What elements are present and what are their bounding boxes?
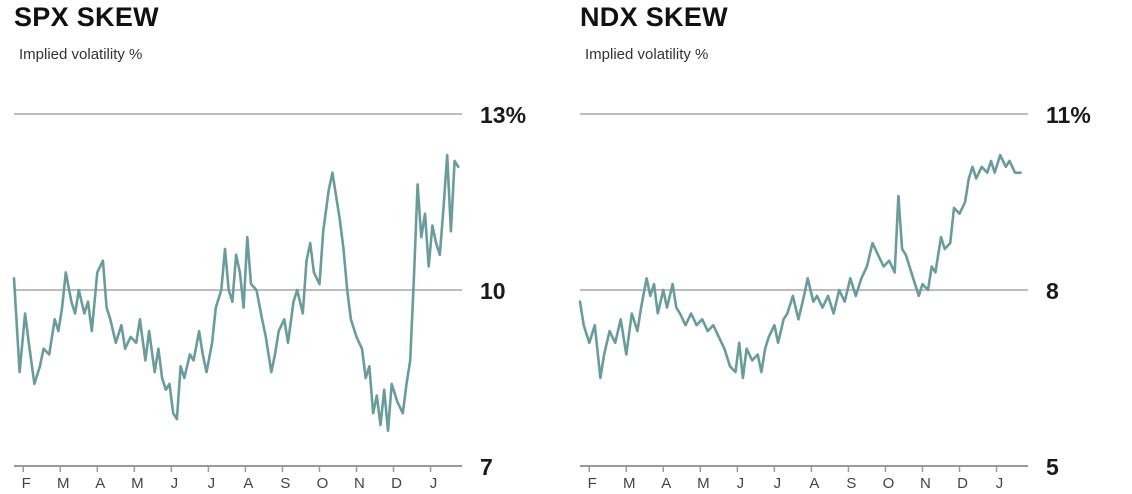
x-tick-label: A [243,475,253,492]
x-tick-label: N [354,475,365,492]
x-tick-label: D [957,475,968,492]
x-tick-label: A [809,475,819,492]
x-tick-label: M [623,475,636,492]
series-line [12,153,460,433]
y-tick-label: 8 [1046,278,1059,304]
x-tick-label: J [171,475,179,492]
chart-title: SPX SKEW [14,2,159,32]
x-tick-label: O [883,475,895,492]
spx-skew-plot: 13% 10 7 F M A M J J A S O N D J [12,102,526,492]
x-tick-label: J [430,475,438,492]
x-tick-label: M [57,475,70,492]
x-tick-label: A [661,475,671,492]
y-tick-label: 11% [1046,102,1091,128]
x-tick-label: D [391,475,402,492]
x-tick-label: M [697,475,710,492]
chart-title: NDX SKEW [580,2,728,32]
x-tick-label: A [95,475,105,492]
ndx-skew-chart-panel: NDX SKEW Implied volatility % 11% 8 5 F M A M J… [566,0,1126,494]
ndx-skew-plot: 11% 8 5 F M A M J J A S O N D J [578,102,1091,492]
y-tick-label: 7 [480,454,493,480]
x-tick-label: J [208,475,216,492]
series-line [578,153,1022,380]
x-tick-label: J [774,475,782,492]
y-tick-label: 13% [480,102,526,128]
x-tick-label: M [131,475,144,492]
x-tick-label: J [996,475,1004,492]
chart-subtitle: Implied volatility % [585,46,709,63]
y-tick-label: 5 [1046,454,1059,480]
y-tick-label: 10 [480,278,506,304]
chart-subtitle: Implied volatility % [19,46,143,63]
x-tick-label: S [280,475,290,492]
x-tick-label: N [920,475,931,492]
spx-skew-chart-panel: SPX SKEW Implied volatility % 13% 10 7 F M A M… [0,0,560,494]
x-tick-label: F [22,475,31,492]
x-tick-label: F [588,475,597,492]
x-tick-label: S [846,475,856,492]
x-tick-label: O [317,475,329,492]
x-tick-label: J [737,475,745,492]
